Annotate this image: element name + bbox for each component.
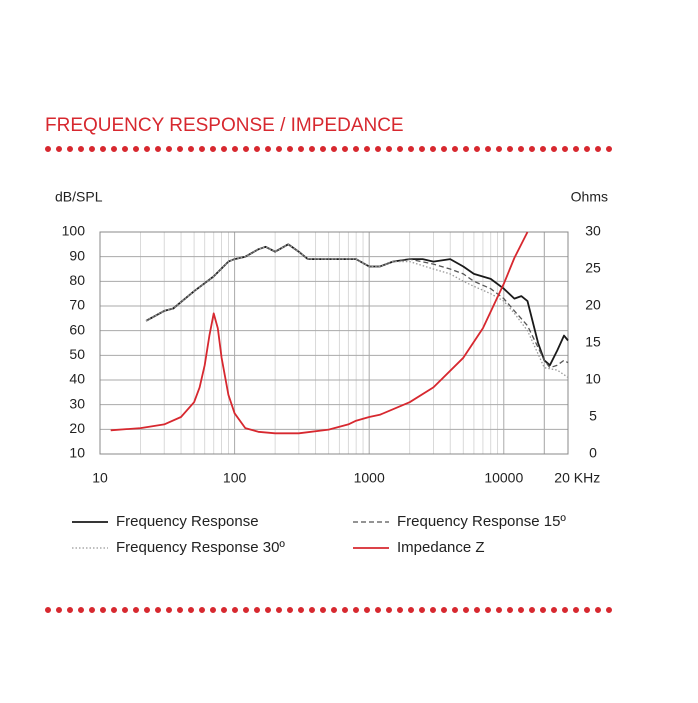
- x-tick-label: 20 KHz: [554, 470, 600, 486]
- y-tick-label: 80: [69, 272, 85, 288]
- y2-tick-label: 25: [585, 260, 601, 276]
- y2-tick-label: 10: [585, 371, 601, 387]
- y2-tick-label: 30: [585, 223, 601, 239]
- legend-item: Frequency Response 30º: [72, 539, 285, 556]
- y2-tick-label: 0: [589, 445, 597, 461]
- x-tick-label: 100: [223, 470, 247, 486]
- grid: 10 100 1000 10000 20 KHz10203040506070809010…: [62, 223, 601, 486]
- x-tick-label: 1000: [354, 470, 385, 486]
- plot-frame: [99, 231, 569, 455]
- y-tick-label: 20: [69, 420, 85, 436]
- chart-title: FREQUENCY RESPONSE / IMPEDANCE: [45, 115, 404, 136]
- y2-tick-label: 15: [585, 334, 601, 350]
- x-tick-label: 10000: [484, 470, 523, 486]
- y2-axis-label: Ohms: [571, 189, 608, 205]
- legend-label: Impedance Z: [397, 539, 485, 556]
- legend: Frequency Response Frequency Response 15º…: [72, 513, 566, 556]
- y-tick-label: 60: [69, 321, 85, 337]
- y-tick-label: 40: [69, 371, 85, 387]
- plot: [110, 231, 569, 435]
- y-tick-label: 90: [69, 247, 85, 263]
- legend-item: Frequency Response: [72, 513, 259, 530]
- y-tick-label: 30: [69, 395, 85, 411]
- series-line: [110, 231, 529, 435]
- legend-label: Frequency Response 30º: [116, 539, 285, 556]
- legend-label: Frequency Response 15º: [397, 513, 566, 530]
- y2-tick-label: 5: [589, 408, 597, 424]
- y2-tick-label: 20: [585, 297, 601, 313]
- y-tick-label: 10: [69, 445, 85, 461]
- y-axis-label: dB/SPL: [55, 189, 103, 205]
- legend-item: Impedance Z: [353, 539, 485, 556]
- x-tick-label: 10: [92, 470, 108, 486]
- legend-label: Frequency Response: [116, 513, 259, 530]
- y-tick-label: 70: [69, 297, 85, 313]
- y-tick-label: 50: [69, 346, 85, 362]
- legend-item: Frequency Response 15º: [353, 513, 566, 530]
- y-tick-label: 100: [62, 223, 86, 239]
